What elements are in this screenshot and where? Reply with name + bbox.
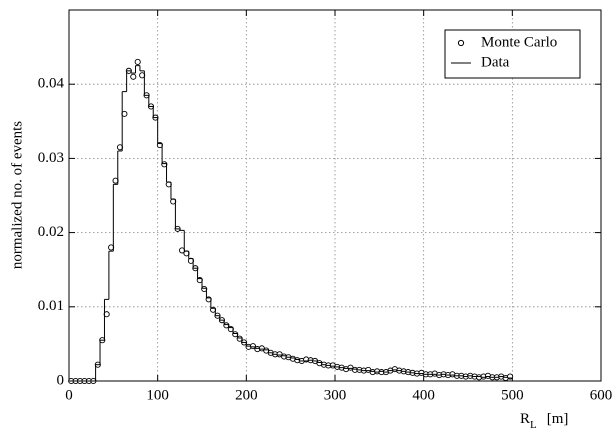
- x-tick-label: 100: [146, 387, 169, 403]
- y-tick-label: 0: [57, 372, 65, 388]
- x-axis-label: RL [m]: [520, 411, 568, 430]
- mc-point: [130, 73, 137, 80]
- x-tick-label: 500: [501, 387, 524, 403]
- y-tick-label: 0.04: [38, 76, 65, 92]
- x-tick-label: 400: [412, 387, 435, 403]
- legend-marker: [457, 39, 465, 47]
- x-tick-label: 300: [324, 387, 347, 403]
- x-tick-label: 200: [235, 387, 258, 403]
- x-tick-label: 0: [65, 387, 73, 403]
- x-label-unit: [m]: [547, 411, 569, 427]
- legend-label: Monte Carlo: [481, 34, 557, 50]
- x-label-symbol: R: [520, 411, 530, 427]
- legend-label: Data: [481, 54, 510, 70]
- y-axis-label: normalized no. of events: [9, 121, 25, 269]
- mc-point: [134, 58, 141, 65]
- y-tick-label: 0.03: [38, 150, 64, 166]
- plot-frame: [68, 9, 602, 382]
- x-label-subscript: L: [530, 419, 537, 431]
- x-tick-label: 600: [590, 387, 613, 403]
- y-tick-label: 0.01: [38, 298, 64, 314]
- y-tick-label: 0.02: [38, 224, 64, 240]
- legend-box: [444, 29, 581, 79]
